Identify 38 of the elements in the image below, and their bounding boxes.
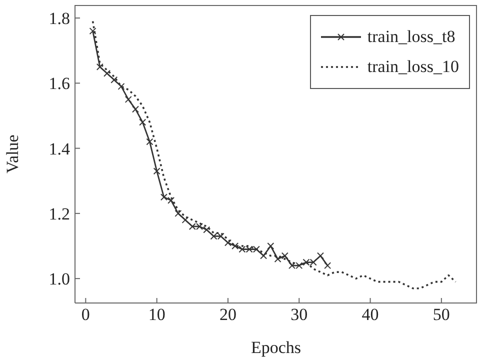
x-tick-label: 20 bbox=[219, 305, 236, 324]
point bbox=[316, 252, 324, 260]
line-series bbox=[92, 20, 457, 290]
point bbox=[104, 70, 111, 77]
point bbox=[110, 76, 118, 84]
x-tick-label: 0 bbox=[81, 305, 90, 324]
point bbox=[139, 118, 146, 126]
y-axis-title: Value bbox=[3, 134, 22, 174]
y-tick-label: 1.6 bbox=[48, 74, 70, 94]
point bbox=[260, 252, 268, 260]
point bbox=[89, 28, 96, 35]
y-tick-label: 1.0 bbox=[48, 270, 70, 289]
point bbox=[203, 226, 210, 234]
point bbox=[146, 138, 154, 146]
point bbox=[160, 194, 168, 201]
point bbox=[124, 96, 132, 103]
legend-label: train_loss_10 bbox=[367, 56, 459, 78]
point bbox=[267, 242, 274, 250]
x-tick-label: 10 bbox=[148, 305, 166, 324]
point bbox=[324, 262, 332, 270]
point bbox=[118, 82, 125, 90]
y-tick-label: 1.4 bbox=[48, 139, 70, 158]
point bbox=[153, 168, 160, 175]
x-tick-label: 40 bbox=[362, 305, 379, 324]
point bbox=[174, 210, 182, 217]
legend-label: train_loss_t8 bbox=[367, 26, 456, 48]
point bbox=[168, 196, 175, 204]
x-axis-title: Epochs bbox=[250, 338, 302, 357]
x-tick-label: 50 bbox=[432, 305, 450, 324]
point bbox=[274, 256, 282, 263]
x-tick-label: 30 bbox=[290, 305, 308, 324]
point bbox=[224, 239, 232, 246]
point bbox=[96, 63, 104, 70]
point bbox=[281, 252, 288, 260]
point bbox=[232, 242, 239, 250]
point bbox=[132, 106, 139, 113]
y-tick-label: 1.2 bbox=[48, 204, 70, 224]
y-tick-label: 1.8 bbox=[48, 9, 70, 28]
